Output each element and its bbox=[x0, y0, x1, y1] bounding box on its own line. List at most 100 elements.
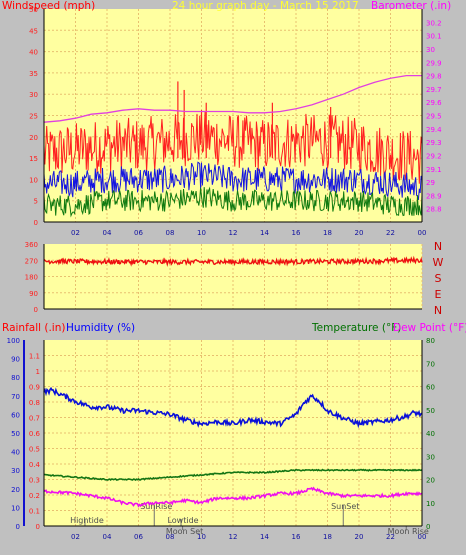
barometer-tick-label: 30 bbox=[426, 46, 435, 54]
temperature-tick-label: 30 bbox=[426, 453, 435, 461]
event-label: Moon Set bbox=[166, 527, 203, 536]
humidity-tick-label: 20 bbox=[11, 486, 20, 494]
hour-tick-label: 06 bbox=[134, 533, 143, 541]
rain-tick-label: 0.3 bbox=[29, 477, 40, 485]
barometer-tick-label: 29.3 bbox=[426, 139, 442, 147]
wind-tick-label: 25 bbox=[29, 113, 38, 121]
hour-tick-label: 14 bbox=[260, 533, 269, 541]
barometer-tick-label: 30.1 bbox=[426, 33, 442, 41]
rain-tick-label: 0.7 bbox=[29, 415, 40, 423]
chart-title: 24 hour graph day - March 15 2017 bbox=[172, 0, 359, 12]
event-label: Moon Rise bbox=[388, 527, 429, 536]
humidity-line bbox=[43, 386, 423, 429]
hour-tick-label: 18 bbox=[323, 229, 332, 237]
direction-tick-label: 0 bbox=[34, 306, 38, 314]
hour-tick-label: 00 bbox=[418, 229, 427, 237]
barometer-tick-label: 29 bbox=[426, 179, 435, 187]
humidity-tick-label: 90 bbox=[11, 356, 20, 364]
humidity-tick-label: 80 bbox=[11, 374, 20, 382]
hour-tick-label: 02 bbox=[71, 229, 80, 237]
rain-tick-label: 0.6 bbox=[29, 430, 41, 438]
hour-tick-label: 12 bbox=[229, 533, 238, 541]
hour-tick-label: 10 bbox=[197, 229, 206, 237]
wind-tick-label: 20 bbox=[29, 134, 38, 142]
direction-tick-label: 360 bbox=[25, 241, 38, 249]
hour-tick-label: 22 bbox=[386, 229, 395, 237]
barometer-tick-label: 29.6 bbox=[426, 99, 442, 107]
humidity-tick-label: 70 bbox=[11, 393, 20, 401]
temperature-tick-label: 20 bbox=[426, 477, 435, 485]
hour-tick-label: 04 bbox=[103, 229, 112, 237]
rain-tick-label: 0.8 bbox=[29, 399, 40, 407]
humidity-tick-label: 10 bbox=[11, 504, 20, 512]
event-label: SunSet bbox=[331, 502, 359, 511]
barometer-line bbox=[43, 74, 422, 123]
direction-label: N bbox=[434, 240, 442, 253]
rain-tick-label: 0.1 bbox=[29, 508, 40, 516]
humidity-tick-label: 30 bbox=[11, 467, 20, 475]
temperature-axis-label: Temperature (°F) bbox=[311, 322, 401, 334]
dewpoint-line bbox=[43, 486, 423, 508]
rain-tick-label: 1.1 bbox=[29, 353, 40, 361]
direction-label: N bbox=[434, 304, 442, 317]
humidity-tick-label: 60 bbox=[11, 411, 20, 419]
barometer-tick-label: 29.4 bbox=[426, 126, 442, 134]
temperature-tick-label: 40 bbox=[426, 430, 435, 438]
wind-direction-line bbox=[43, 255, 423, 267]
wind-tick-label: 10 bbox=[29, 176, 38, 184]
temperature-tick-label: 70 bbox=[426, 360, 435, 368]
wind-gust-line bbox=[43, 109, 423, 184]
wind-barometer-chart: 0 5 10 15 20 25 30 35 40 45 50 02 04 06 08 10 12 14 16 18 20… bbox=[2, 0, 451, 237]
humidity-tick-label: 100 bbox=[7, 337, 20, 345]
temperature-tick-label: 10 bbox=[426, 500, 435, 508]
wind-average-line bbox=[43, 161, 423, 201]
dewpoint-axis-label: Dew Point (°F) bbox=[393, 322, 466, 334]
barometer-tick-label: 29.9 bbox=[426, 59, 442, 67]
direction-label: E bbox=[435, 288, 442, 301]
hour-tick-label: 04 bbox=[103, 533, 112, 541]
hour-tick-label: 08 bbox=[166, 533, 175, 541]
wind-tick-label: 5 bbox=[34, 198, 38, 206]
hour-tick-label: 22 bbox=[386, 533, 395, 541]
wind-tick-label: 30 bbox=[29, 91, 38, 99]
hour-tick-label: 20 bbox=[355, 229, 364, 237]
event-label: SunRise bbox=[140, 502, 172, 511]
direction-tick-label: 180 bbox=[25, 274, 38, 282]
temperature-tick-label: 0 bbox=[426, 523, 430, 531]
barometer-tick-label: 29.7 bbox=[426, 86, 442, 94]
rain-tick-label: 0.5 bbox=[29, 446, 40, 454]
rain-tick-label: 0.4 bbox=[29, 461, 41, 469]
hour-tick-label: 00 bbox=[418, 533, 427, 541]
direction-label: S bbox=[435, 272, 442, 285]
hour-tick-label: 12 bbox=[229, 229, 238, 237]
hour-tick-label: 08 bbox=[166, 229, 175, 237]
temperature-tick-label: 50 bbox=[426, 407, 435, 415]
direction-tick-label: 90 bbox=[29, 290, 38, 298]
wind-tick-label: 50 bbox=[29, 6, 38, 14]
barometer-tick-label: 29.8 bbox=[426, 73, 442, 81]
barometer-tick-label: 28.8 bbox=[426, 206, 442, 214]
direction-label: W bbox=[433, 256, 444, 269]
wind-tick-label: 40 bbox=[29, 49, 38, 57]
temperature-line bbox=[43, 468, 423, 481]
humidity-tick-label: 0 bbox=[16, 523, 20, 531]
hour-tick-label: 10 bbox=[197, 533, 206, 541]
event-label: Hightide bbox=[70, 516, 104, 525]
barometer-tick-label: 30.2 bbox=[426, 19, 442, 27]
rain-tick-label: 0 bbox=[36, 523, 40, 531]
wind-tick-label: 35 bbox=[29, 70, 38, 78]
wind-axis-label: Windspeed (mph) bbox=[2, 0, 95, 12]
hour-tick-label: 20 bbox=[355, 533, 364, 541]
temperature-tick-label: 60 bbox=[426, 384, 435, 392]
barometer-tick-label: 28.9 bbox=[426, 192, 442, 200]
hour-tick-label: 02 bbox=[71, 533, 80, 541]
humidity-axis-label: Humidity (%) bbox=[66, 322, 135, 334]
direction-tick-label: 270 bbox=[25, 257, 38, 265]
rain-tick-label: 0.9 bbox=[29, 384, 40, 392]
hour-tick-label: 14 bbox=[260, 229, 269, 237]
temperature-tick-label: 80 bbox=[426, 337, 435, 345]
humidity-tick-label: 50 bbox=[11, 430, 20, 438]
humidity-tick-label: 40 bbox=[11, 449, 20, 457]
